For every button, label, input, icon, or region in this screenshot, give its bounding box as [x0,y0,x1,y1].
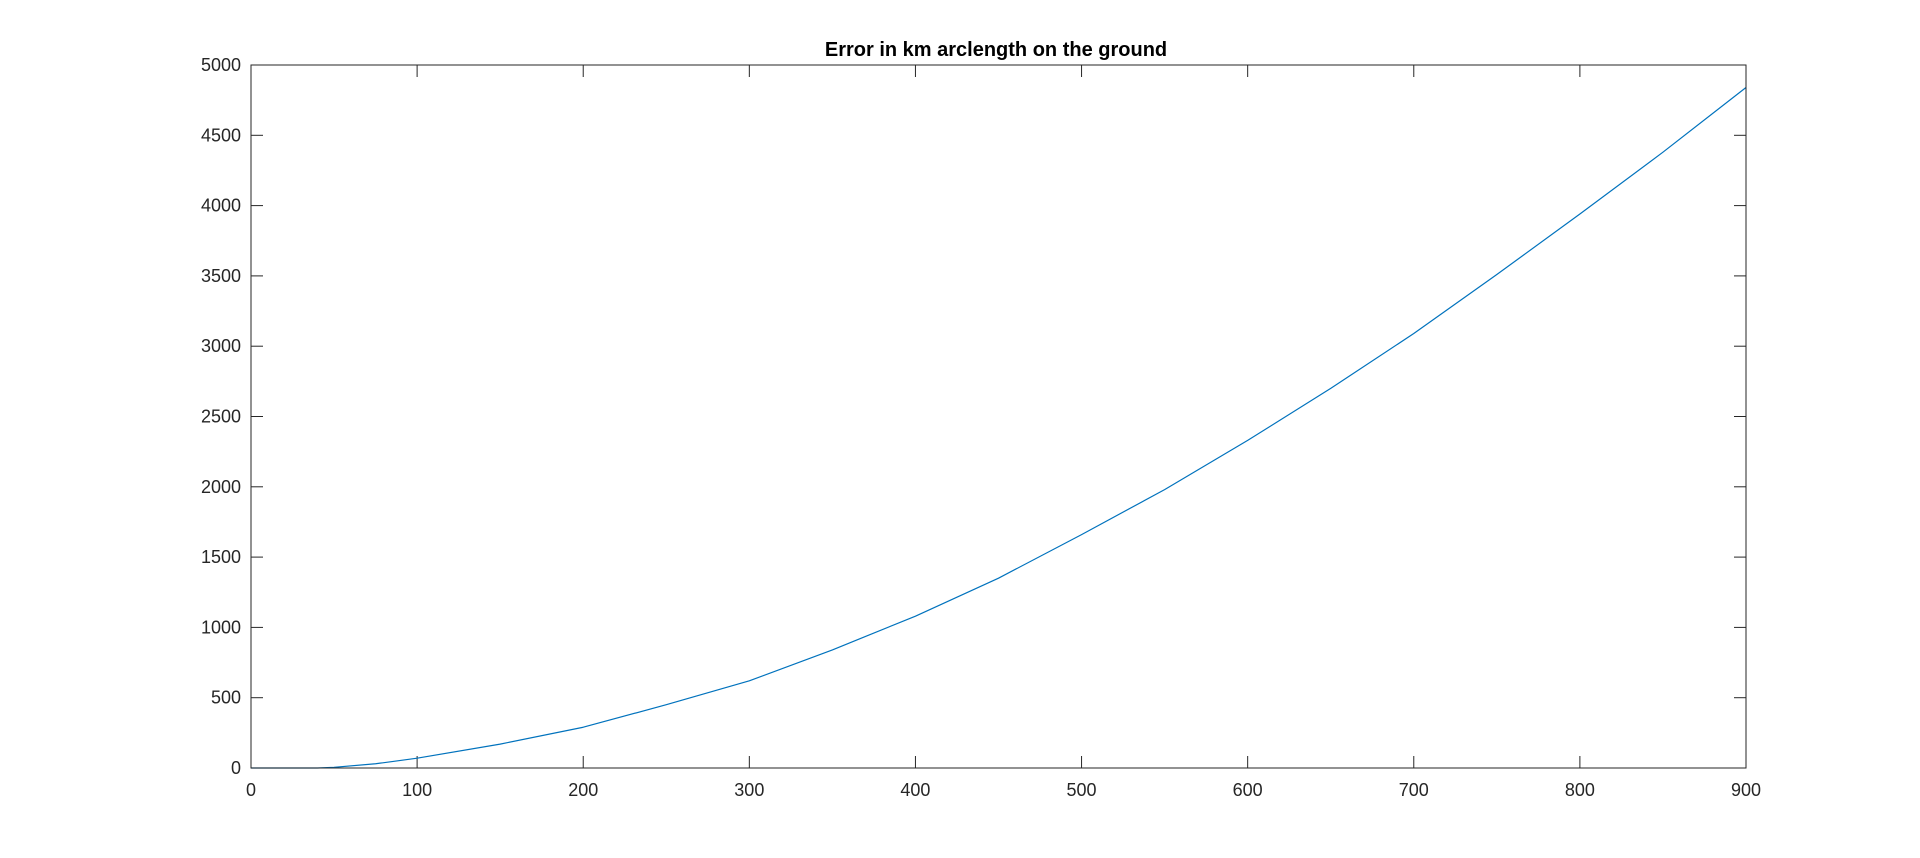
y-tick-label: 500 [211,688,241,708]
x-tick-label: 700 [1399,780,1429,800]
axes-box [250,64,1747,769]
y-tick-label: 4500 [201,125,241,145]
x-tick-label: 0 [246,780,256,800]
plot-area [251,65,1746,768]
x-tick-label: 900 [1731,780,1761,800]
y-tick-label: 3000 [201,336,241,356]
chart-title: Error in km arclength on the ground [825,39,1167,61]
y-tick-label: 5000 [201,55,241,75]
x-axis-tick-labels: 0 100 200 300 400 500 600 700 800 900 [246,780,1761,800]
x-tick-label: 100 [402,780,432,800]
y-tick-label: 2500 [201,407,241,427]
series-layer [251,87,1747,769]
y-tick-label: 4000 [201,196,241,216]
y-tick-label: 3500 [201,266,241,286]
y-tick-label: 2000 [201,477,241,497]
x-tick-label: 200 [568,780,598,800]
y-tick-label: 1000 [201,617,241,637]
x-tick-label: 800 [1565,780,1595,800]
x-tick-label: 300 [734,780,764,800]
x-tick-label: 500 [1067,780,1097,800]
y-axis-tick-labels: 0 500 1000 1500 2000 2500 3000 3500 4000 4500 5000 [201,55,241,778]
y-tick-label: 1500 [201,547,241,567]
x-tick-label: 400 [900,780,930,800]
x-tick-label: 600 [1233,780,1263,800]
series-line [251,87,1747,769]
y-tick-label: 0 [231,758,241,778]
